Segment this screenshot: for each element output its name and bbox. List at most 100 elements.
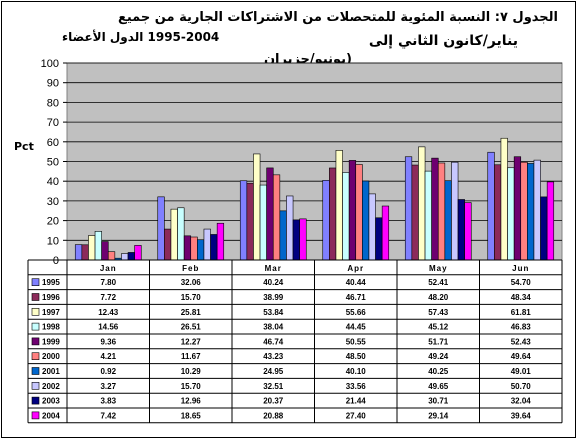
bar [418,146,426,261]
table-cell: 46.74 [263,337,284,346]
legend-key [31,278,40,287]
table-cell: 38.04 [263,323,284,332]
bar [203,228,211,261]
bar [246,182,254,261]
y-tick-label: 90 [47,78,59,90]
bar [507,167,515,261]
bar [253,153,261,261]
bar [183,235,192,261]
bar [411,164,419,261]
bar [259,184,267,261]
chart-title-line1: الجدول ٧: النسبة المئوية للمتحصلات من ال… [118,10,558,25]
table-cell: 14.56 [98,323,119,332]
table-cell: 3.27 [100,382,116,391]
legend-key [31,352,40,361]
legend-key [31,411,40,420]
bar [101,241,109,261]
bar [121,253,129,261]
bar [299,218,307,261]
table-cell: 33.56 [346,382,367,391]
bar [368,193,376,261]
table-cell: 57.43 [428,308,449,317]
legend-label: 2002 [42,382,60,391]
table-cell: 9.36 [100,337,116,346]
bar [355,164,363,261]
bar [513,156,522,261]
table-cell: 40.25 [428,367,449,376]
bar [292,219,300,261]
chart-frame [1,1,576,438]
bar [342,172,350,261]
bar [279,210,287,261]
bar [348,160,357,261]
bar [266,167,274,261]
legend-label: 2004 [42,411,60,420]
table-cell: 20.88 [263,411,284,420]
bar [190,236,198,261]
bar [424,170,432,261]
legend-label: 1996 [42,293,60,302]
y-tick-label: 70 [47,117,59,129]
table-cell: 25.81 [181,308,202,317]
table-cell: 43.23 [263,352,284,361]
table-cell: 55.66 [346,308,367,317]
category-label: Apr [347,264,364,273]
legend-label: 1999 [42,337,60,346]
table-cell: 52.43 [511,337,532,346]
y-tick-label: 60 [47,137,59,149]
table-cell: 29.14 [428,411,449,420]
table-cell: 24.95 [263,367,284,376]
table-cell: 50.70 [511,382,532,391]
y-tick-label: 100 [41,58,59,70]
legend-label: 2001 [42,367,60,376]
table-cell: 54.70 [511,278,532,287]
legend-label: 1998 [42,323,60,332]
bar [329,167,337,261]
legend-key [31,396,40,405]
legend-label: 2003 [42,397,60,406]
table-cell: 48.20 [428,293,449,302]
legend-label: 1995 [42,278,60,287]
table-cell: 49.65 [428,382,449,391]
bar [487,151,495,261]
bar [431,157,439,261]
category-label: Jun [512,264,529,273]
legend-label: 1997 [42,308,60,317]
bar [74,244,83,261]
bar [500,137,508,261]
bar [197,239,205,261]
y-tick-label: 80 [47,97,59,109]
legend-key [31,293,40,301]
bar [533,159,541,261]
table-cell: 44.45 [346,323,367,332]
legend-label: 2000 [42,352,60,361]
table-cell: 7.42 [100,411,116,420]
bar [457,199,465,261]
table-cell: 15.70 [181,382,202,391]
bar [335,150,343,261]
category-label: Mar [265,264,282,273]
table-cell: 27.40 [346,411,367,420]
legend-key [31,337,40,346]
table-cell: 7.72 [100,293,116,302]
legend-key [31,307,40,316]
table-cell: 52.41 [428,278,449,287]
table-cell: 40.44 [346,278,367,287]
bar [381,205,390,261]
bar [540,196,548,261]
table-cell: 12.43 [98,308,119,317]
table-cell: 0.92 [100,367,116,376]
legend-key [31,381,40,390]
y-axis-label: Pct [14,140,34,153]
bar [464,202,472,261]
bar [527,163,535,261]
table-cell: 39.64 [511,411,532,420]
table-cell: 12.27 [181,337,202,346]
table-cell: 51.71 [428,337,449,346]
table-cell: 53.84 [263,308,284,317]
table-cell: 12.96 [181,397,202,406]
bar [127,252,135,261]
bar [444,180,452,261]
y-tick-label: 20 [47,216,59,228]
